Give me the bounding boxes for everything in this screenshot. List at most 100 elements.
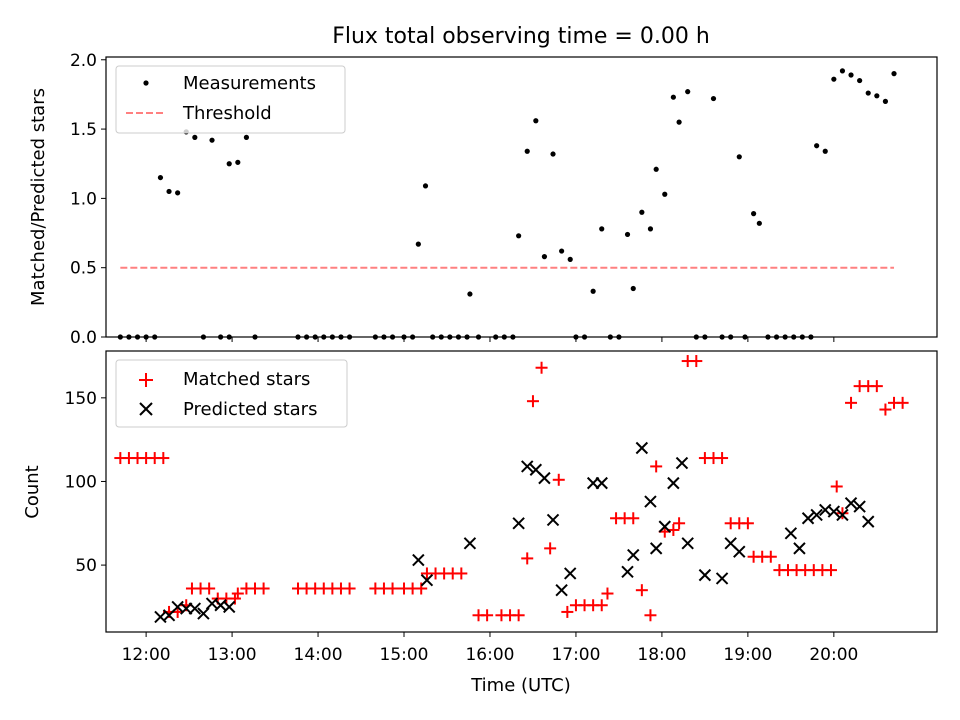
measurement-point <box>685 89 691 95</box>
legend-threshold-label: Threshold <box>182 103 272 124</box>
measurement-point <box>839 68 846 74</box>
bottom-y-ticks: 50 100 150 <box>65 389 106 576</box>
bottom-y-tick-label: 50 <box>75 556 97 576</box>
predicted-star-marker <box>627 548 640 562</box>
measurement-point <box>559 248 565 254</box>
matched-star-marker <box>644 609 657 622</box>
predicted-star-marker <box>521 460 534 473</box>
predicted-star-marker <box>836 508 849 522</box>
predicted-star-marker <box>223 600 236 614</box>
measurement-point <box>175 190 181 196</box>
top-legend: Measurements Threshold <box>115 65 346 134</box>
matched-star-marker <box>601 587 614 600</box>
predicted-star-marker <box>675 456 689 470</box>
measurement-point <box>848 72 854 78</box>
matched-star-marker <box>824 564 837 577</box>
matched-star-marker <box>830 480 843 493</box>
predicted-star-marker <box>801 512 815 525</box>
measurement-point <box>567 256 573 262</box>
predicted-star-marker <box>715 572 729 585</box>
legend-matched-marker <box>139 373 153 387</box>
predicted-star-marker <box>635 441 649 455</box>
matched-star-marker <box>386 582 399 595</box>
matched-star-marker <box>561 605 574 618</box>
predicted-star-marker <box>644 495 657 508</box>
x-tick-label: 12:00 <box>122 645 171 665</box>
top-chart-title: Flux total observing time = 0.00 h <box>332 24 710 49</box>
bottom-axes-frame <box>105 350 938 633</box>
predicted-star-marker <box>595 476 608 490</box>
measurement-point <box>599 226 605 232</box>
measurement-point <box>857 77 863 84</box>
matched-star-marker <box>257 582 270 595</box>
matched-star-marker <box>595 599 608 612</box>
top-y-tick-label: 0.5 <box>70 259 97 279</box>
legend-measurements-marker <box>143 80 149 86</box>
measurement-point <box>874 93 880 99</box>
measurement-point <box>670 94 676 100</box>
measurement-point <box>822 148 828 154</box>
predicted-star-marker <box>844 497 858 510</box>
matched-star-marker <box>836 507 849 520</box>
matched-star-marker <box>673 517 686 530</box>
predicted-star-marker <box>793 542 806 555</box>
x-tick-label: 18:00 <box>637 645 686 665</box>
measurement-point <box>166 188 172 195</box>
predicted-star-marker <box>784 527 798 540</box>
legend-predicted-label: Predicted stars <box>183 399 317 420</box>
measurement-point <box>467 291 473 297</box>
predicted-star-marker <box>853 500 866 513</box>
matched-star-marker <box>716 452 729 465</box>
top-y-ticks: 0.0 0.5 1.0 1.5 2.0 <box>70 51 106 348</box>
matched-star-marker <box>552 473 565 486</box>
matched-star-marker <box>521 552 534 565</box>
measurement-point <box>710 95 717 102</box>
matched-star-marker <box>512 609 525 622</box>
measurement-point <box>831 76 837 82</box>
measurement-point <box>524 148 530 154</box>
measurement-point <box>865 90 871 96</box>
measurement-point <box>653 166 659 172</box>
measurement-point <box>751 211 757 217</box>
matched-star-marker <box>157 452 170 465</box>
predicted-star-marker <box>827 505 841 518</box>
measurement-point <box>630 285 636 292</box>
matched-star-marker <box>764 550 777 563</box>
bottom-plot-area <box>114 355 909 624</box>
x-axis-label: Time (UTC) <box>470 675 571 696</box>
matched-star-marker <box>741 517 754 530</box>
predicted-star-marker <box>698 568 712 582</box>
x-tick-label: 20:00 <box>809 645 858 665</box>
top-y-tick-label: 0.0 <box>70 328 97 348</box>
predicted-star-marker <box>810 508 823 522</box>
matched-star-marker <box>544 542 557 555</box>
legend-matched-label: Matched stars <box>183 369 310 390</box>
measurement-point <box>415 241 421 247</box>
bottom-y-tick-label: 100 <box>65 472 97 492</box>
legend-predicted-marker <box>139 402 153 416</box>
bottom-legend-box <box>115 359 348 428</box>
x-tick-label: 15:00 <box>380 645 429 665</box>
top-y-axis-label: Matched/Predicted stars <box>28 88 49 306</box>
matched-star-marker <box>870 380 883 393</box>
predicted-star-marker <box>564 567 577 580</box>
measurement-point <box>814 143 820 149</box>
measurement-point <box>516 233 522 239</box>
predicted-star-marker <box>658 520 671 533</box>
x-tick-label: 13:00 <box>208 645 257 665</box>
measurement-point <box>533 118 539 124</box>
x-tick-label: 19:00 <box>723 645 772 665</box>
top-y-tick-label: 1.5 <box>70 120 97 140</box>
bottom-x-ticks: 12:00 13:00 14:00 15:00 16:00 17:00 18:00 19:00… <box>122 632 858 665</box>
measurement-point <box>756 220 762 226</box>
x-tick-label: 17:00 <box>551 645 600 665</box>
measurement-point <box>676 119 682 125</box>
bottom-legend: Matched stars Predicted stars <box>115 359 348 428</box>
matched-star-marker <box>896 396 909 409</box>
top-axes-frame <box>105 56 938 338</box>
top-y-tick-label: 2.0 <box>70 51 97 71</box>
bottom-y-tick-label: 150 <box>65 389 97 409</box>
matched-star-marker <box>635 584 648 597</box>
top-x-ticks <box>145 337 835 342</box>
